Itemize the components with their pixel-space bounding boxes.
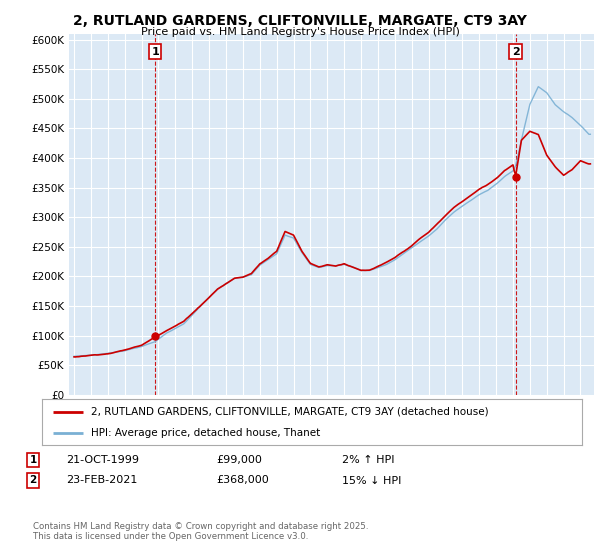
Text: 23-FEB-2021: 23-FEB-2021 bbox=[66, 475, 137, 486]
Text: 15% ↓ HPI: 15% ↓ HPI bbox=[342, 475, 401, 486]
Text: HPI: Average price, detached house, Thanet: HPI: Average price, detached house, Than… bbox=[91, 428, 320, 438]
Text: 2: 2 bbox=[512, 46, 520, 57]
Text: 1: 1 bbox=[151, 46, 159, 57]
Text: Price paid vs. HM Land Registry's House Price Index (HPI): Price paid vs. HM Land Registry's House … bbox=[140, 27, 460, 37]
Text: 1: 1 bbox=[29, 455, 37, 465]
Text: 2% ↑ HPI: 2% ↑ HPI bbox=[342, 455, 395, 465]
Text: 21-OCT-1999: 21-OCT-1999 bbox=[66, 455, 139, 465]
Text: Contains HM Land Registry data © Crown copyright and database right 2025.
This d: Contains HM Land Registry data © Crown c… bbox=[33, 522, 368, 542]
Text: £368,000: £368,000 bbox=[216, 475, 269, 486]
Text: £99,000: £99,000 bbox=[216, 455, 262, 465]
Text: 2: 2 bbox=[29, 475, 37, 486]
Text: 2, RUTLAND GARDENS, CLIFTONVILLE, MARGATE, CT9 3AY (detached house): 2, RUTLAND GARDENS, CLIFTONVILLE, MARGAT… bbox=[91, 407, 488, 417]
Text: 2, RUTLAND GARDENS, CLIFTONVILLE, MARGATE, CT9 3AY: 2, RUTLAND GARDENS, CLIFTONVILLE, MARGAT… bbox=[73, 14, 527, 28]
